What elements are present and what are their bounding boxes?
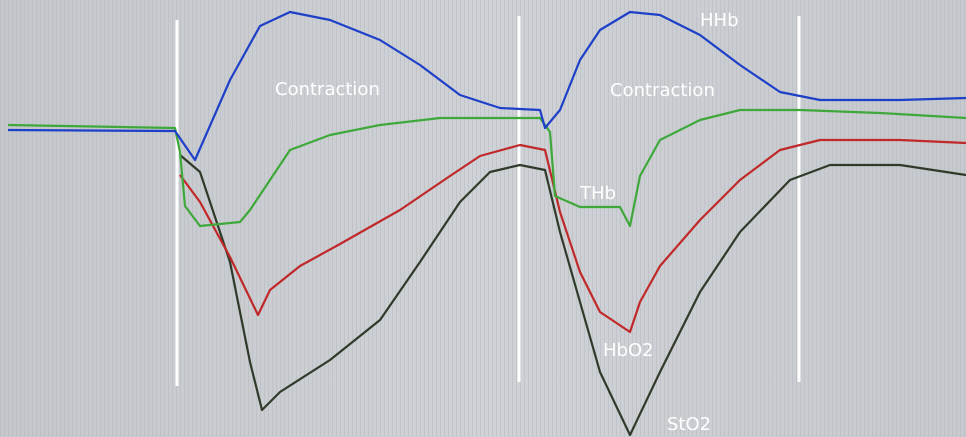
sto2-label: StO2 <box>667 414 711 435</box>
contraction-label: Contraction <box>610 80 715 101</box>
hhb-label: HHb <box>700 10 739 31</box>
sto2-trace <box>179 154 966 437</box>
hhb-trace <box>7 10 966 162</box>
hbo2-trace <box>179 138 966 334</box>
contraction-label: Contraction <box>275 79 380 100</box>
thb-trace <box>7 108 966 228</box>
thb-label: THb <box>579 183 616 204</box>
hbo2-label: HbO2 <box>603 340 654 361</box>
